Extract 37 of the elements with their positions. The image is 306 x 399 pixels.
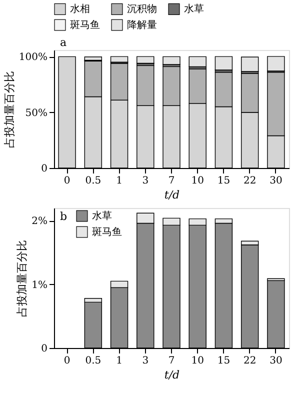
x-tick-label: 0.5 [85, 356, 102, 366]
x-axis-title: t/d [164, 368, 180, 382]
legend-label: 斑马鱼 [92, 226, 122, 238]
legend-label: 水相 [70, 3, 90, 16]
legend-label: 沉积物 [127, 3, 157, 16]
x-tick-label: 15 [217, 176, 230, 186]
x-tick-label: 0.5 [85, 176, 102, 186]
x-tick-label: 30 [270, 176, 282, 186]
y-axis-title: 占投加量百分比 [2, 71, 16, 148]
x-tick-label: 3 [142, 176, 149, 186]
x-tick-label: 10 [191, 356, 204, 366]
legend-label: 水草 [184, 3, 204, 16]
x-tick-label: 7 [168, 176, 175, 186]
y-tick-label: 0 [41, 344, 48, 354]
legend-label: 斑马鱼 [70, 19, 100, 31]
x-tick-label: 15 [217, 356, 230, 366]
x-axis-title: t/d [164, 188, 180, 202]
legend-label: 降解量 [127, 19, 157, 31]
chart-title: a [60, 36, 67, 49]
x-tick-label: 22 [243, 356, 256, 366]
x-tick-label: 30 [270, 356, 282, 366]
x-tick-label: 3 [142, 356, 149, 366]
x-tick-label: 0 [64, 176, 70, 186]
x-tick-label: 22 [243, 176, 256, 186]
chart-title: b [60, 210, 68, 223]
legend-label: 水草 [92, 210, 112, 222]
y-tick-label: 1% [32, 280, 48, 291]
y-tick-label: 0 [41, 164, 48, 174]
y-tick-label: 100% [18, 52, 48, 64]
y-axis-title: 占投加量百分比 [16, 240, 29, 317]
x-tick-label: 1 [116, 176, 122, 186]
x-tick-label: 1 [116, 356, 122, 366]
y-tick-label: 2% [32, 216, 48, 228]
x-tick-label: 7 [168, 356, 175, 366]
y-tick-label: 50% [25, 108, 48, 119]
x-tick-label: 10 [191, 176, 204, 186]
x-tick-label: 0 [64, 356, 70, 366]
